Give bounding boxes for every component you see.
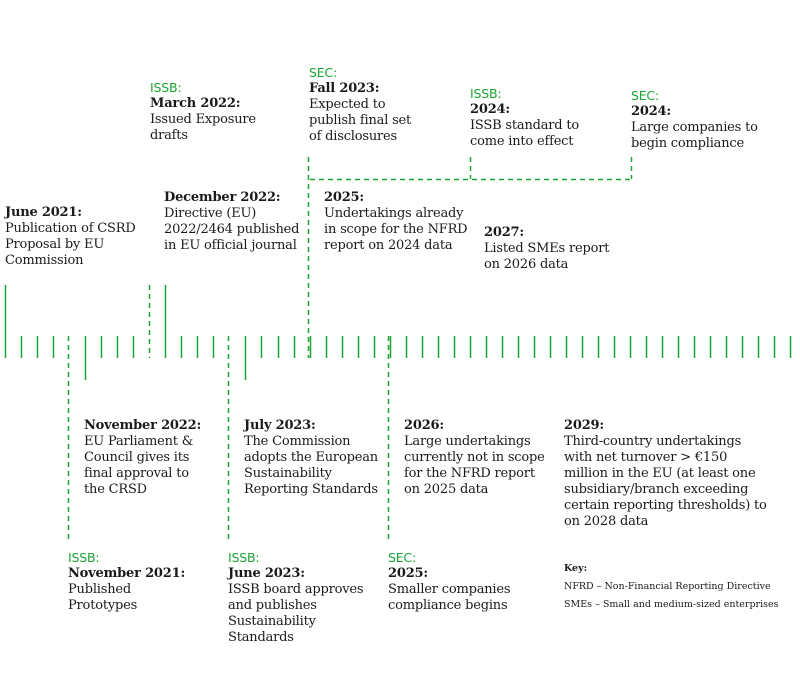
event-date: 2025: — [388, 566, 428, 581]
event-org: ISSB: — [68, 550, 100, 565]
event-org: SEC: — [631, 88, 659, 103]
event-org: ISSB: — [228, 550, 260, 565]
event-description: Directive (EU) 2022/2464 published in EU… — [164, 206, 300, 253]
event-date: June 2021: — [5, 205, 82, 220]
event-description: ISSB standard to come into effect — [470, 118, 580, 149]
event-description: Third-country undertakings with net turn… — [564, 434, 767, 529]
event-description: Large companies to begin compliance — [631, 120, 758, 151]
event-org: ISSB: — [150, 80, 182, 95]
event-december-2022: December 2022: Directive (EU) 2022/2464 p… — [164, 190, 299, 254]
key-title: Key: — [564, 563, 588, 574]
event-org: SEC: — [388, 550, 416, 565]
event-sec-2024: SEC: 2024: Large companies to begin compli… — [631, 88, 758, 152]
event-june-2021: June 2021: Publication of CSRD Proposal b… — [5, 205, 136, 269]
event-issb-2024: ISSB: 2024: ISSB standard to come into eff… — [470, 86, 579, 150]
event-org: ISSB: — [470, 86, 502, 101]
event-date: 2025: — [324, 190, 364, 205]
event-date: 2026: — [404, 418, 444, 433]
event-description: Large undertakings currently not in scop… — [404, 434, 545, 497]
event-description: Publication of CSRD Proposal by EU Commi… — [5, 221, 136, 268]
event-date: 2024: — [470, 102, 510, 117]
event-description: Listed SMEs report on 2026 data — [484, 241, 610, 272]
event-description: Issued Exposure drafts — [150, 112, 256, 143]
event-sec-2025: SEC: 2025: Smaller companies compliance be… — [388, 550, 511, 614]
event-fall-2023: SEC: Fall 2023: Expected to publish final … — [309, 65, 411, 145]
event-date: 2027: — [484, 225, 524, 240]
event-description: Undertakings already in scope for the NF… — [324, 206, 468, 253]
event-date: 2024: — [631, 104, 671, 119]
event-description: The Commission adopts the European Susta… — [244, 434, 378, 497]
event-date: June 2023: — [228, 566, 305, 581]
event-date: July 2023: — [244, 418, 316, 433]
event-march-2022: ISSB: March 2022: Issued Exposure drafts — [150, 80, 256, 144]
key-legend: Key: NFRD – Non-Financial Reporting Dire… — [564, 560, 778, 614]
event-description: EU Parliament & Council gives its final … — [84, 434, 194, 497]
event-eu-2025: 2025: Undertakings already in scope for t… — [324, 190, 468, 254]
event-date: 2029: — [564, 418, 604, 433]
event-description: Smaller companies compliance begins — [388, 582, 511, 613]
event-july-2023: July 2023: The Commission adopts the Euro… — [244, 418, 378, 498]
event-description: Expected to publish final set of disclos… — [309, 97, 412, 144]
event-date: November 2022: — [84, 418, 202, 433]
event-date: March 2022: — [150, 96, 241, 111]
event-date: December 2022: — [164, 190, 281, 205]
event-description: Published Prototypes — [68, 582, 138, 613]
event-eu-2029: 2029: Third-country undertakings with net… — [564, 418, 767, 530]
event-november-2021: ISSB: November 2021: Published Prototypes — [68, 550, 185, 614]
event-date: Fall 2023: — [309, 81, 380, 96]
event-eu-2027: 2027: Listed SMEs report on 2026 data — [484, 225, 609, 273]
event-org: SEC: — [309, 65, 337, 80]
key-item-nfrd: NFRD – Non-Financial Reporting Directive — [564, 581, 771, 592]
event-date: November 2021: — [68, 566, 186, 581]
key-item-smes: SMEs – Small and medium-sized enterprise… — [564, 599, 779, 610]
event-june-2023: ISSB: June 2023: ISSB board approves and p… — [228, 550, 364, 646]
event-eu-2026: 2026: Large undertakings currently not in… — [404, 418, 545, 498]
event-november-2022: November 2022: EU Parliament & Council gi… — [84, 418, 201, 498]
event-description: ISSB board approves and publishes Sustai… — [228, 582, 364, 645]
